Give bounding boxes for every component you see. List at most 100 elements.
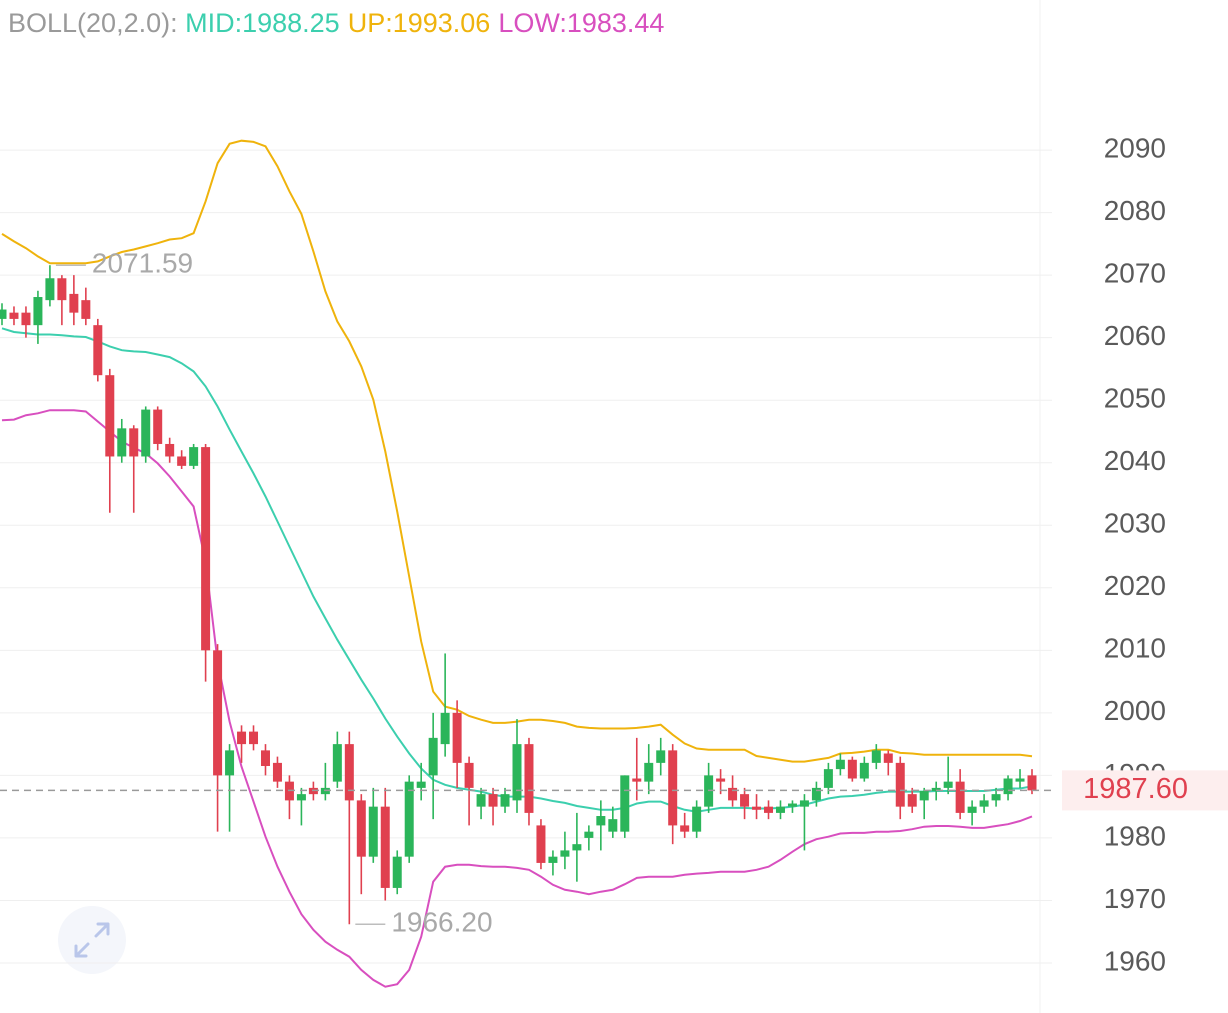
candle-body	[644, 762, 654, 782]
legend-entry: UP:1993.06	[347, 8, 491, 38]
candle-body	[752, 806, 762, 810]
candle-body	[572, 844, 582, 851]
candle-body	[668, 750, 678, 826]
legend-entry: LOW:1983.44	[498, 8, 665, 38]
candle-body	[177, 456, 187, 466]
candle-body	[129, 428, 139, 457]
candle-body	[620, 775, 630, 832]
candle-body	[596, 816, 606, 826]
candle-body	[93, 325, 103, 376]
candle-body	[488, 794, 498, 807]
candle-body	[201, 447, 211, 651]
candle-body	[452, 712, 462, 763]
candle-body	[764, 806, 774, 813]
candle-body	[272, 762, 282, 782]
legend-entry: MID:1988.25	[185, 8, 340, 38]
candle-body	[728, 787, 738, 801]
candle-body	[165, 443, 175, 457]
candle-body	[775, 806, 785, 813]
candle-body	[811, 787, 821, 801]
candle-body	[536, 825, 546, 863]
band-line	[1, 409, 1033, 988]
candle-body	[716, 778, 726, 782]
candle-body	[416, 781, 426, 788]
candle-body	[1027, 775, 1037, 791]
candle-body	[440, 712, 450, 745]
y-tick-label: 1970	[1104, 883, 1166, 914]
candle-body	[344, 744, 354, 801]
candle-body	[835, 759, 845, 770]
candle-body	[787, 803, 797, 807]
candle-body	[500, 794, 510, 807]
candle-body	[476, 794, 486, 807]
candle-body	[847, 759, 857, 779]
candle-body	[428, 737, 438, 776]
candle-body	[991, 794, 1001, 801]
y-tick-label: 2090	[1104, 132, 1166, 163]
candle-body	[931, 787, 941, 792]
annotation-label: 1966.20	[391, 907, 492, 938]
last-price-label: 1987.60	[1083, 773, 1188, 805]
candle-body	[1003, 778, 1013, 795]
y-tick-label: 1980	[1104, 820, 1166, 851]
last-price-box	[1062, 770, 1228, 811]
candle-body	[404, 781, 414, 857]
y-tick-label: 2060	[1104, 320, 1166, 351]
candle-body	[45, 278, 55, 301]
y-tick-label: 2020	[1104, 570, 1166, 601]
candle-body	[979, 800, 989, 807]
candle-body	[943, 781, 953, 788]
candle-body	[81, 300, 91, 319]
candle-body	[632, 778, 642, 782]
candle-body	[392, 856, 402, 888]
expand-button[interactable]	[58, 906, 126, 974]
candle-body	[548, 856, 558, 863]
candle-body	[823, 769, 833, 788]
y-tick-label: 2030	[1104, 508, 1166, 539]
candle-body	[57, 278, 67, 301]
expand-icon[interactable]	[74, 922, 110, 958]
candle-body	[141, 409, 151, 457]
expand-button-bg[interactable]	[58, 906, 126, 974]
candle-body	[895, 762, 905, 807]
candle-body	[560, 850, 570, 857]
candle-body	[153, 409, 163, 444]
candle-body	[189, 447, 199, 466]
candle-body	[967, 806, 977, 813]
candle-body	[9, 312, 19, 319]
candle-body	[33, 297, 43, 326]
annotation-label: 2071.59	[92, 248, 193, 279]
candle-body	[608, 819, 618, 832]
candle-body	[225, 750, 235, 776]
candle-body	[0, 309, 7, 319]
y-tick-label: 2040	[1104, 445, 1166, 476]
y-tick-label: 2050	[1104, 383, 1166, 414]
y-tick-label: 1960	[1104, 945, 1166, 976]
candle-body	[117, 428, 127, 457]
candle-body	[105, 375, 115, 457]
candle-body	[907, 794, 917, 807]
candle-body	[692, 806, 702, 832]
candle-body	[859, 762, 869, 779]
candle-body	[584, 831, 594, 838]
indicator-name: BOLL(20,2.0):	[8, 8, 178, 38]
candle-body	[69, 293, 79, 313]
candle-body	[213, 650, 223, 776]
candle-body	[296, 794, 306, 801]
candle-body	[1015, 778, 1025, 782]
candle-body	[21, 312, 31, 326]
indicator-legend: BOLL(20,2.0): MID:1988.25 UP:1993.06 LOW:1…	[8, 8, 672, 39]
candle-body	[512, 744, 522, 801]
candle-body	[332, 744, 342, 782]
candle-body	[249, 731, 259, 745]
candle-body	[524, 744, 534, 813]
candle-body	[680, 825, 690, 832]
candle-body	[883, 753, 893, 763]
candle-body	[464, 762, 474, 788]
candle-body	[356, 800, 366, 857]
candle-body	[368, 806, 378, 857]
y-tick-label: 2080	[1104, 195, 1166, 226]
candle-body	[260, 750, 270, 767]
candle-body	[740, 794, 750, 807]
